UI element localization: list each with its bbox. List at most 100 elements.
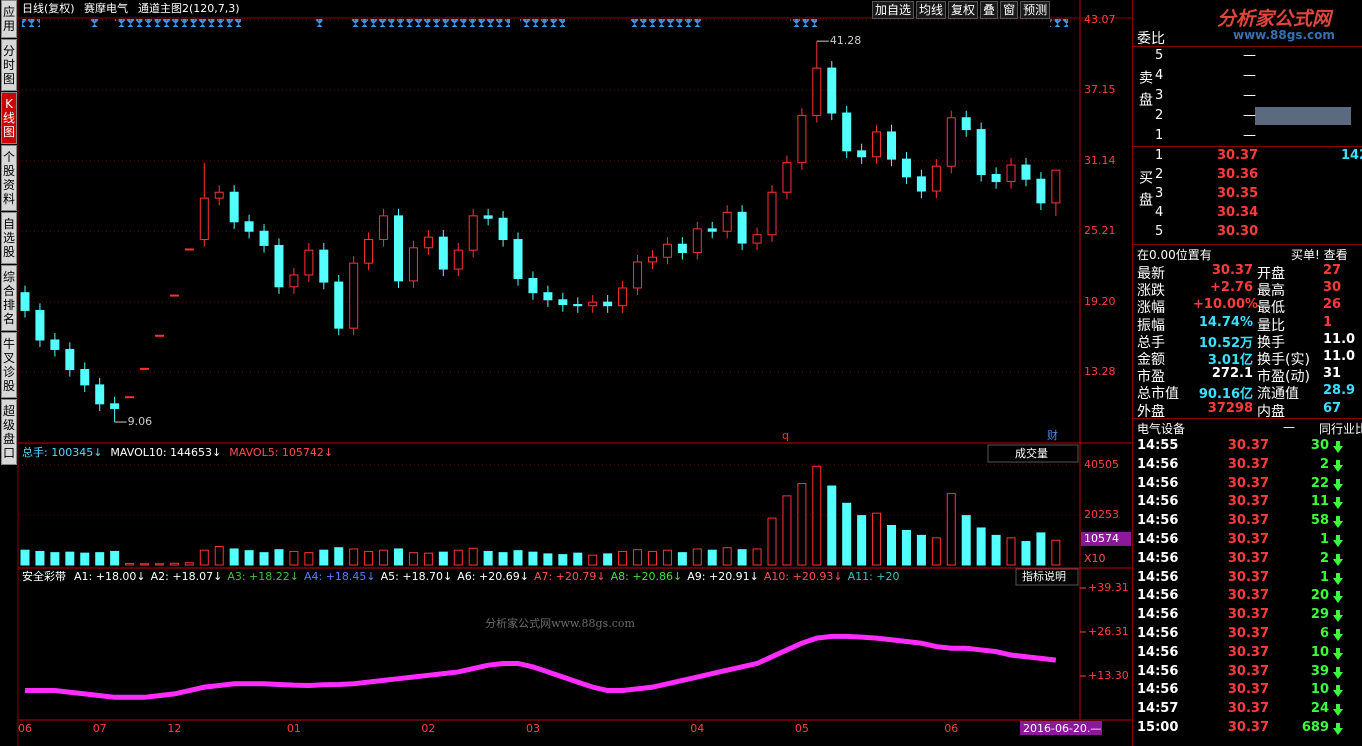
toolbar-button[interactable]: 叠 <box>980 1 999 19</box>
candle-body <box>887 131 897 160</box>
x-tick-label: 04 <box>690 722 704 735</box>
quote-value: 31 <box>1323 366 1342 382</box>
toolbar-button[interactable]: 复权 <box>948 1 979 19</box>
tick-time: 14:56 <box>1137 588 1179 604</box>
candle-body <box>1036 178 1046 204</box>
tick-volume: 11 <box>1310 494 1329 510</box>
candle-body <box>169 294 179 297</box>
candle-body <box>95 384 105 405</box>
volume-bar <box>498 552 508 566</box>
tick-volume: 1 <box>1319 569 1329 585</box>
candle-body <box>140 367 150 370</box>
depth-bar <box>1255 107 1351 125</box>
tick-time: 14:56 <box>1137 456 1179 472</box>
y-tick-label: +39.31 <box>1088 581 1129 594</box>
tick-price: 30.37 <box>1227 550 1269 566</box>
sell-price: — <box>1243 68 1256 83</box>
candle-body <box>528 278 538 294</box>
volume-bar <box>662 549 672 566</box>
sidebar-tab[interactable]: 综合排名 <box>1 265 17 331</box>
volume-bar <box>50 552 60 566</box>
notice-link[interactable]: 买单! 查看 <box>1291 248 1348 262</box>
quote-label: 总市值 <box>1137 386 1179 403</box>
quote-value: 14.74% <box>1198 314 1253 330</box>
sidebar-tab[interactable]: 牛叉诊股 <box>1 332 17 398</box>
y-tick-label: 43.07 <box>1084 13 1116 26</box>
volume-bar <box>946 492 956 566</box>
y-tick-label: 20253 <box>1084 508 1119 521</box>
y-tick-label: 40505 <box>1084 458 1119 471</box>
sidebar-tab[interactable]: 个股资料 <box>1 145 17 211</box>
volume-bar <box>633 549 643 566</box>
candle-body <box>961 117 971 131</box>
down-arrow <box>1333 704 1343 717</box>
volume-bar <box>423 552 433 566</box>
toolbar-button[interactable]: 预测 <box>1020 1 1051 19</box>
sidebar-tab[interactable]: 超级盘口 <box>1 399 17 465</box>
x-tick-label: 02 <box>421 722 435 735</box>
sell-level: 4 <box>1155 68 1164 83</box>
quote-value: 90.16亿 <box>1198 387 1253 403</box>
volume-bar <box>154 563 164 566</box>
down-arrow <box>1333 685 1343 698</box>
volume-bar <box>782 495 792 566</box>
indicator-name: 通道主图2(120,7,3) <box>138 1 240 15</box>
tick-volume: 2 <box>1319 550 1329 566</box>
quote-value: +10.00% <box>1193 297 1259 313</box>
volume-bar <box>1021 541 1031 566</box>
y-tick-label: +26.31 <box>1088 625 1129 638</box>
sell-price: — <box>1243 48 1256 63</box>
quote-label: 涨跌 <box>1137 283 1165 300</box>
tick-price: 30.37 <box>1227 513 1269 529</box>
volume-bar <box>707 549 717 566</box>
sidebar-tab[interactable]: K线图 <box>1 92 17 144</box>
sidebar-tab[interactable]: 自选股 <box>1 212 17 264</box>
tick-price: 30.37 <box>1227 475 1269 491</box>
separator <box>1133 418 1362 419</box>
watermark: 分析家公式网www.88gs.com <box>485 616 635 630</box>
sidebar-tab[interactable]: 分时图 <box>1 39 17 91</box>
candle-body <box>633 261 643 289</box>
candle-body <box>244 221 254 232</box>
volume-bar <box>184 562 194 566</box>
annotation: 41.28 <box>830 34 862 47</box>
tick-price: 30.37 <box>1227 663 1269 679</box>
volume-bar <box>842 502 852 566</box>
volume-bar <box>812 465 822 566</box>
volume-bar <box>827 485 837 566</box>
volume-bar <box>752 548 762 566</box>
toolbar-button[interactable]: 窗 <box>1000 1 1019 19</box>
tick-volume: 39 <box>1310 663 1329 679</box>
y-tick-label: 37.15 <box>1084 83 1116 96</box>
industry-compare[interactable]: 同行业比 <box>1319 422 1362 436</box>
volume-bar <box>438 551 448 566</box>
volume-bar <box>379 549 389 566</box>
quote-value: 37298 <box>1207 400 1253 416</box>
y-tick-label: 31.14 <box>1084 154 1116 167</box>
buy-price: 30.35 <box>1217 186 1259 201</box>
quote-value: 27 <box>1323 263 1342 278</box>
y-tick-label: 25.21 <box>1084 224 1116 237</box>
selector-box[interactable] <box>987 444 1079 463</box>
cursor-date: 2016-06-20.— <box>1023 722 1101 735</box>
down-arrow <box>1333 553 1343 566</box>
candle-body <box>304 249 314 276</box>
tick-volume: 30 <box>1310 438 1329 453</box>
toolbar-button[interactable]: 均线 <box>916 1 947 19</box>
sidebar-tab[interactable]: 应用 <box>1 0 17 38</box>
quote-value: 26 <box>1323 297 1342 313</box>
industry-dash: — <box>1283 420 1295 434</box>
indicator-header: A1: +18.00↓ <box>74 570 146 583</box>
down-arrow <box>1333 459 1343 472</box>
candle-body <box>1021 164 1031 180</box>
event-marker: 财 <box>1047 428 1058 442</box>
candle-body <box>364 239 374 264</box>
candle-body <box>110 403 120 410</box>
quote-label: 金额 <box>1137 352 1165 368</box>
quote-label: 总手 <box>1137 334 1165 351</box>
buy-level: 1 <box>1155 148 1164 163</box>
toolbar-button[interactable]: 加自选 <box>872 1 915 19</box>
indicator-button-box[interactable] <box>1015 568 1079 586</box>
indicator-title: 安全彩带 <box>22 569 66 583</box>
